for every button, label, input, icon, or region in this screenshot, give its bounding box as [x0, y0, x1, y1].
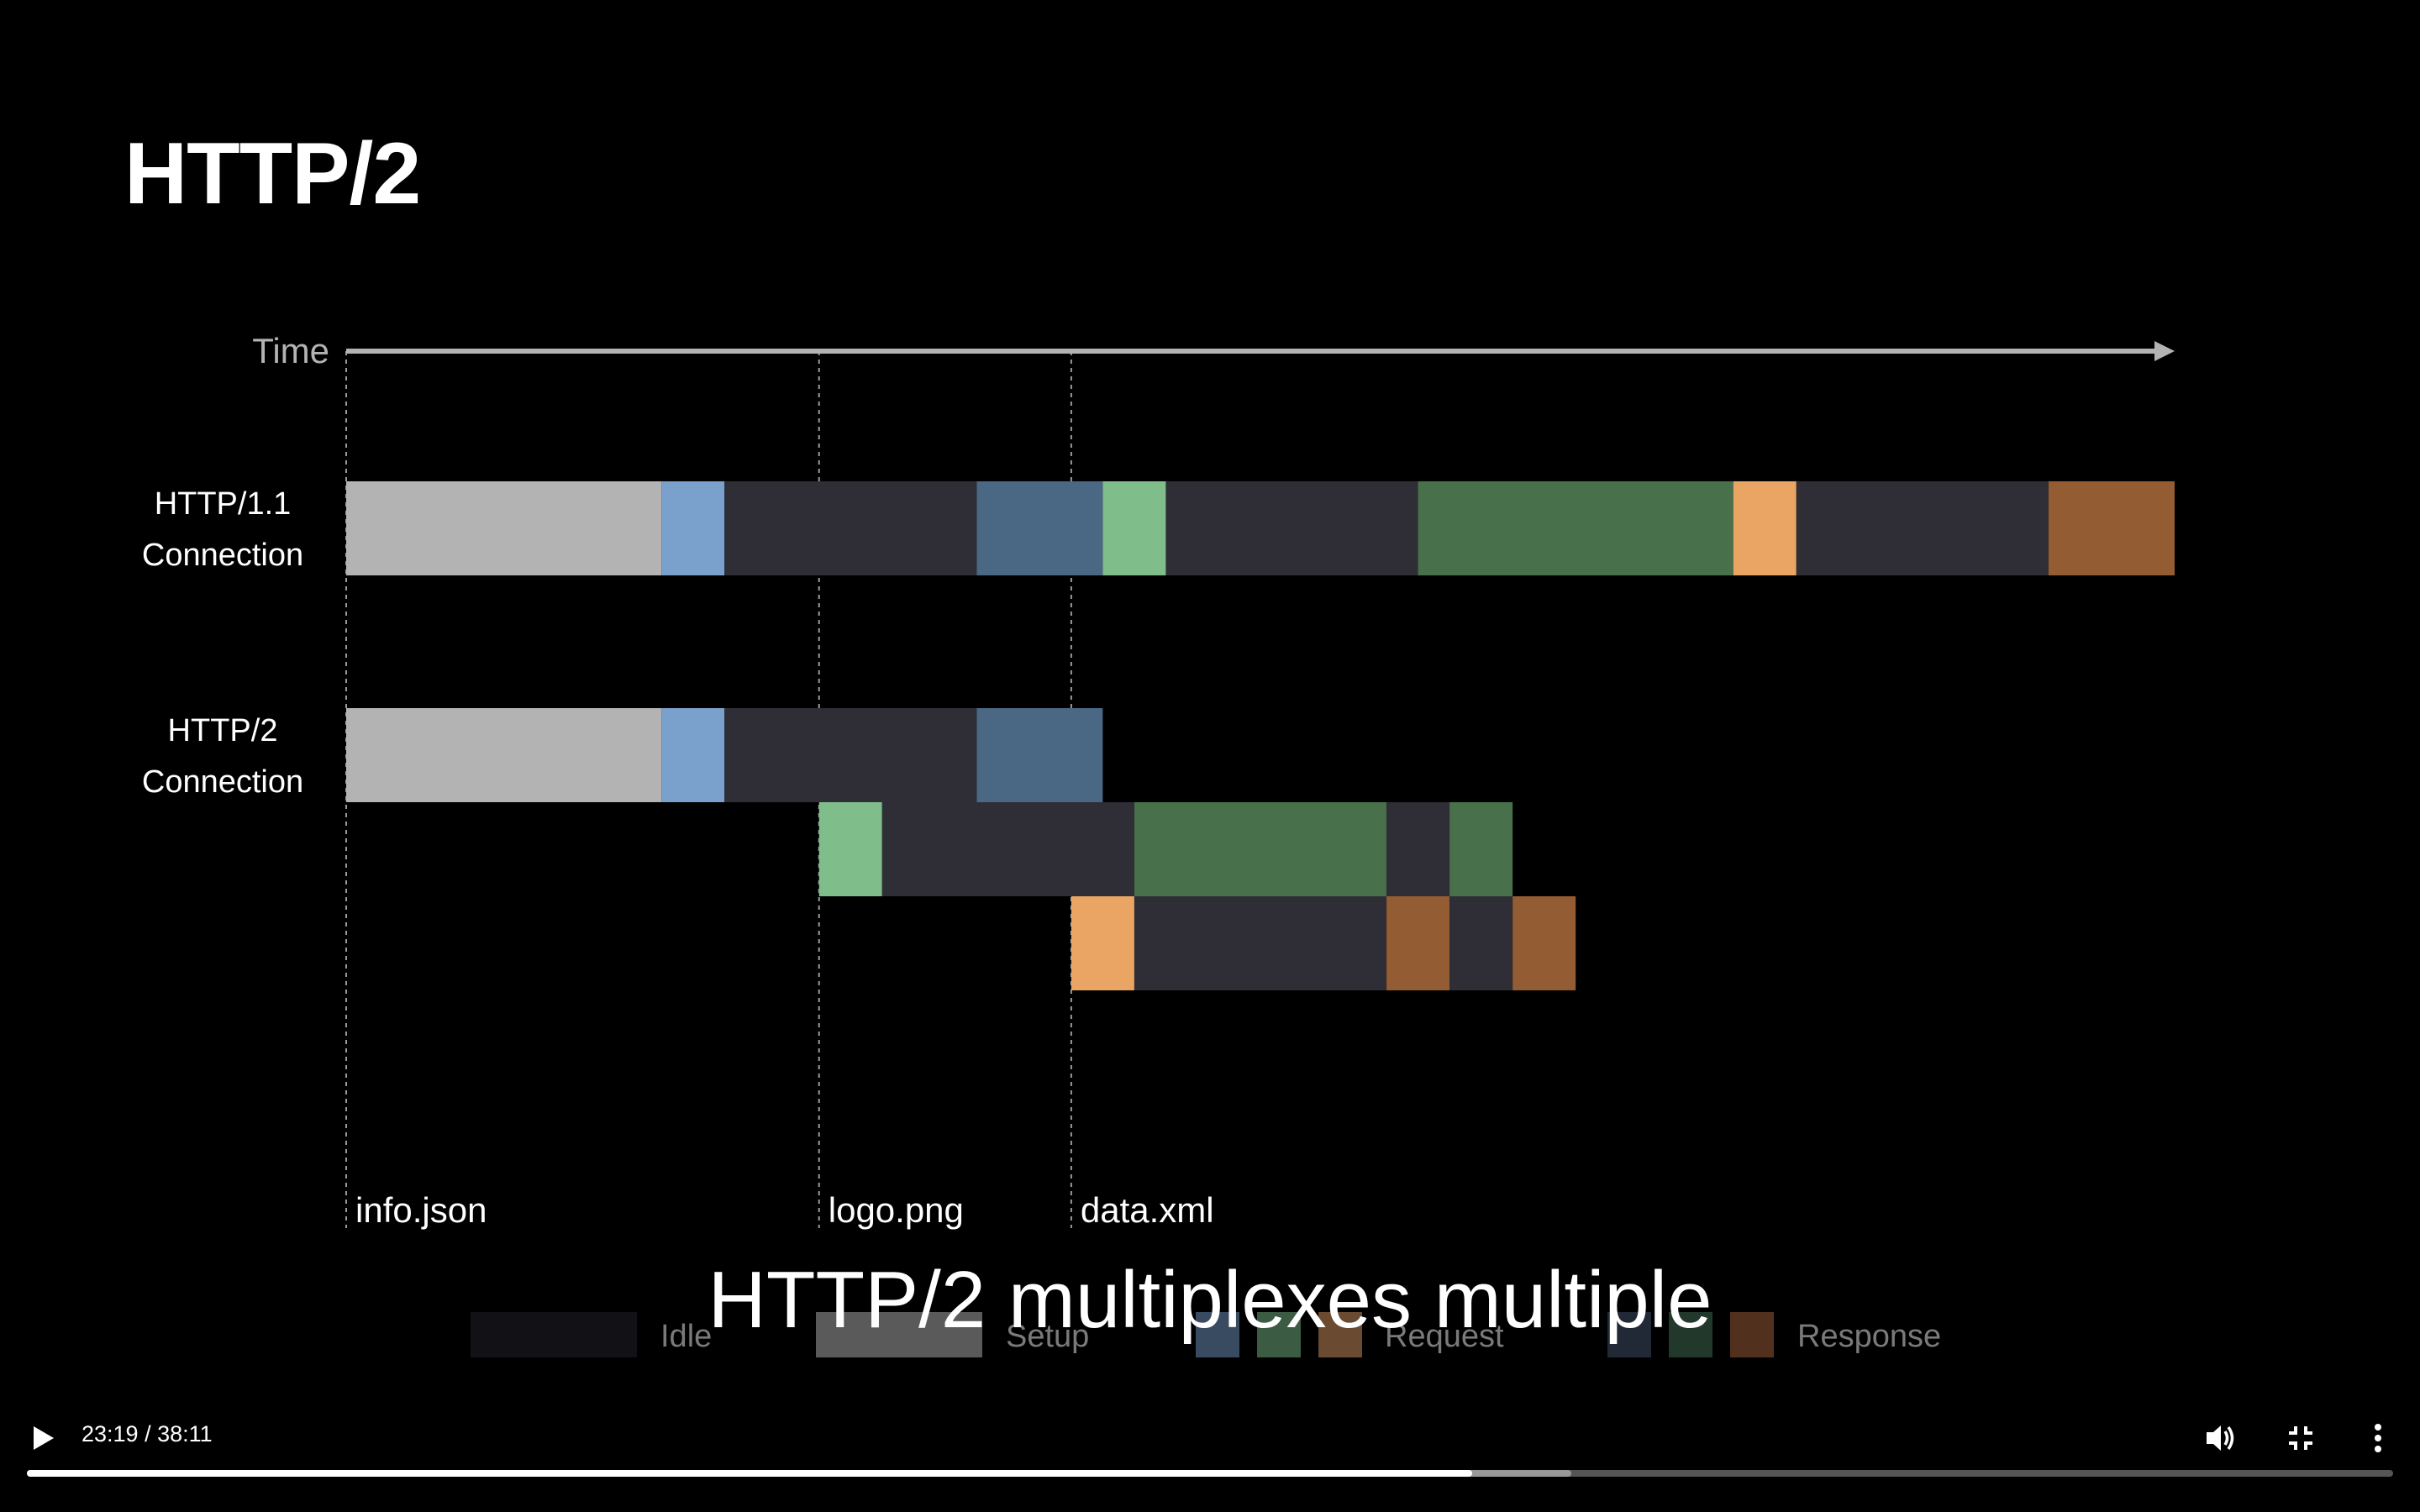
timeline-segment-response-green — [1418, 481, 1733, 575]
timeline-segment-setup — [346, 481, 662, 575]
timeline-segment-response-blue — [976, 708, 1103, 802]
legend-label-request: Request — [1385, 1319, 1504, 1354]
legend-label-idle: Idle — [660, 1319, 712, 1354]
timeline-segment-response-orange — [1386, 896, 1450, 990]
play-icon — [34, 1426, 54, 1450]
played-progress — [27, 1470, 1472, 1477]
time-display: 23:19 / 38:11 — [82, 1421, 213, 1446]
timeline-segment-request-green — [1102, 481, 1166, 575]
timeline-segment-idle — [724, 481, 977, 575]
legend-swatch-response — [1607, 1312, 1651, 1357]
legend-swatch-request — [1196, 1312, 1239, 1357]
legend-swatch-setup — [816, 1312, 982, 1357]
more-vertical-icon — [2375, 1424, 2381, 1452]
timeline-segment-request-orange — [1071, 896, 1134, 990]
exit-fullscreen-icon — [2289, 1426, 2312, 1450]
legend-swatch-request — [1318, 1312, 1362, 1357]
legend-swatch-response — [1669, 1312, 1712, 1357]
timeline-segment-setup — [346, 708, 662, 802]
timeline-segment-response-orange — [2048, 481, 2175, 575]
player-controls: 23:19 / 38:11 — [0, 1394, 2420, 1512]
request-start-marker-label: info.json — [355, 1190, 487, 1230]
row-label-http2-line1: HTTP/2 — [168, 713, 278, 748]
subtitle-caption: HTTP/2 multiplexes multiple — [708, 1255, 1712, 1345]
seek-bar[interactable] — [27, 1470, 2393, 1477]
legend-label-response: Response — [1797, 1319, 1941, 1354]
timeline-segment-response-green — [1134, 802, 1387, 896]
legend-swatch-response — [1730, 1312, 1774, 1357]
time-axis-label: Time — [252, 331, 329, 370]
play-button[interactable] — [27, 1420, 60, 1457]
timeline-segment-idle — [881, 802, 1134, 896]
timeline-segment-idle — [1134, 896, 1387, 990]
exit-fullscreen-button[interactable] — [2279, 1416, 2323, 1460]
volume-icon — [2207, 1425, 2234, 1451]
request-start-marker-label: logo.png — [829, 1190, 964, 1230]
timeline-segment-request-orange — [1733, 481, 1797, 575]
more-options-button[interactable] — [2361, 1416, 2395, 1460]
timeline-segment-idle — [1449, 896, 1513, 990]
timeline-segment-request-blue — [661, 708, 725, 802]
row-label-http11-line2: Connection — [142, 538, 303, 573]
row-label-http2-line2: Connection — [142, 764, 303, 800]
timeline-segment-idle — [1165, 481, 1418, 575]
slide-title: HTTP/2 — [124, 125, 421, 223]
legend-swatch-request — [1257, 1312, 1301, 1357]
volume-button[interactable] — [2200, 1416, 2244, 1460]
timeline-segment-idle — [1386, 802, 1450, 896]
timeline-segment-request-green — [818, 802, 882, 896]
timeline-segment-response-orange — [1512, 896, 1576, 990]
time-axis-arrowhead — [2154, 341, 2175, 361]
timeline-segment-request-blue — [661, 481, 725, 575]
timeline-segment-response-green — [1449, 802, 1513, 896]
legend-label-setup: Setup — [1006, 1319, 1089, 1354]
legend-swatch-idle — [471, 1312, 637, 1357]
request-start-marker-label: data.xml — [1081, 1190, 1214, 1230]
timeline-segment-idle — [724, 708, 977, 802]
row-label-http11-line1: HTTP/1.1 — [155, 486, 292, 522]
timeline-segment-response-blue — [976, 481, 1103, 575]
timeline-segment-idle — [1796, 481, 2049, 575]
